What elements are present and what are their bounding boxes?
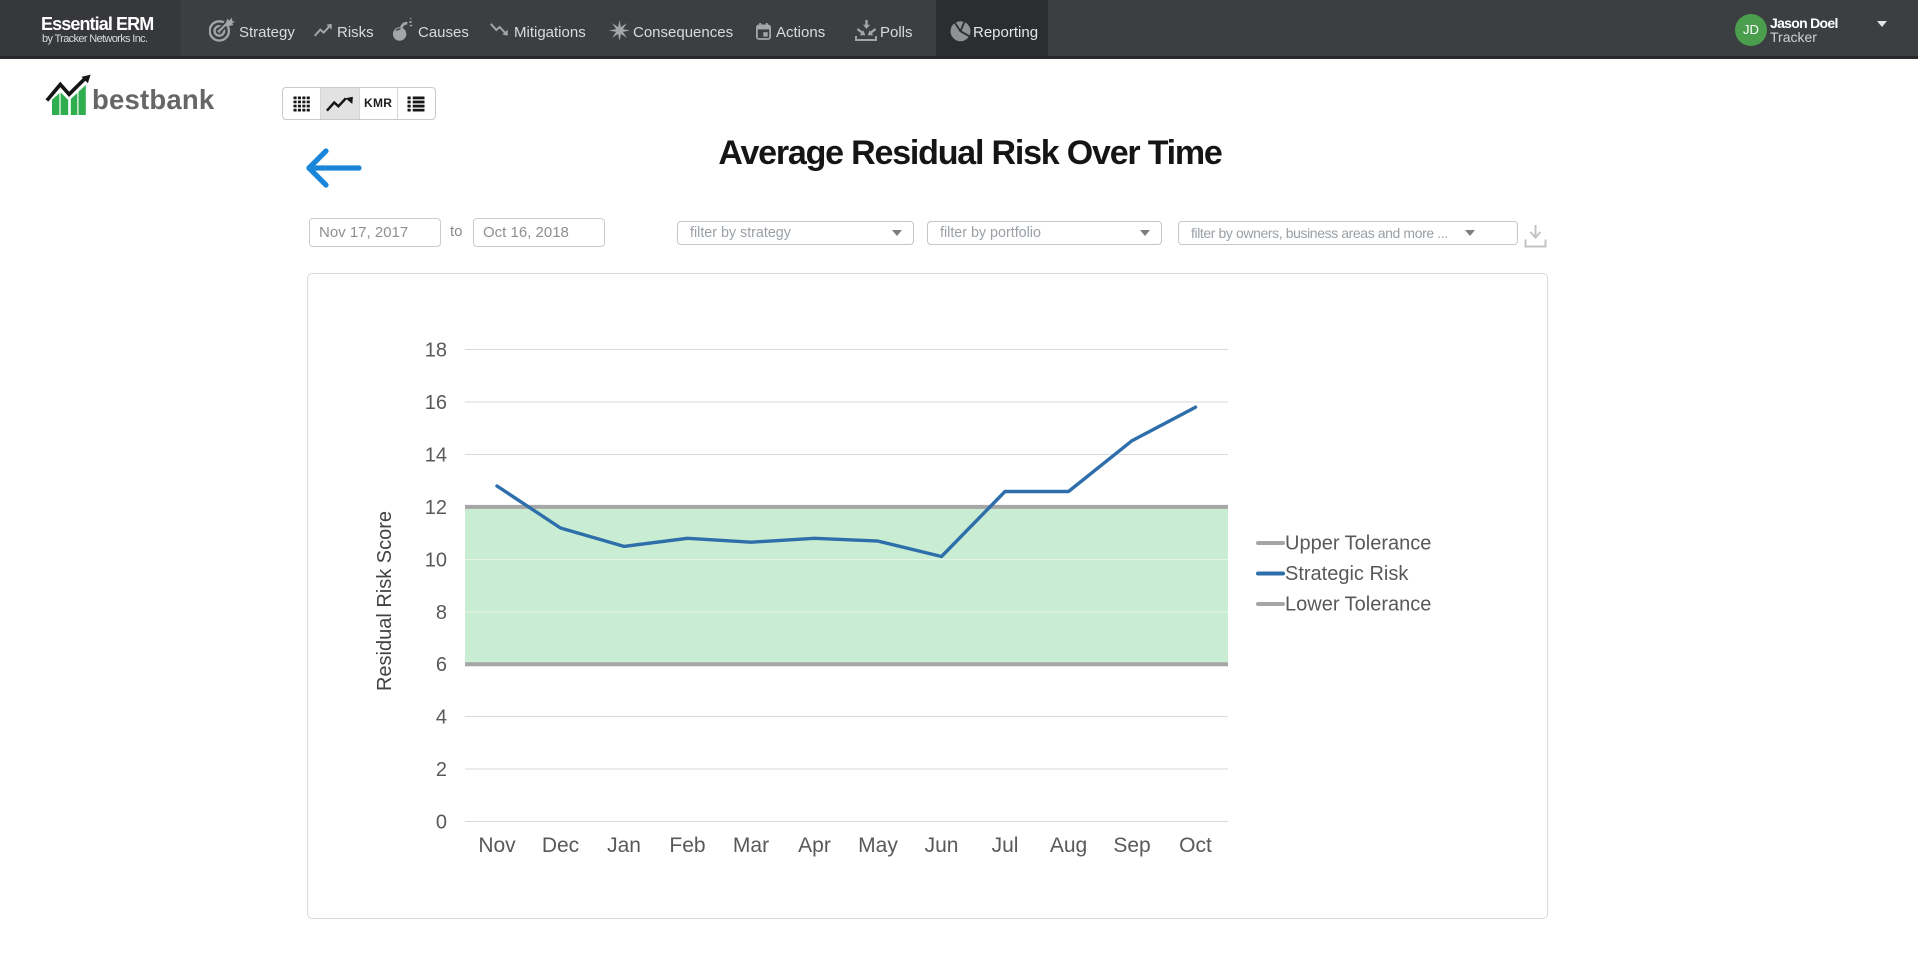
svg-text:16: 16 — [425, 392, 447, 414]
svg-text:Aug: Aug — [1050, 834, 1087, 857]
svg-text:18: 18 — [425, 340, 447, 362]
svg-text:Upper Tolerance: Upper Tolerance — [1285, 533, 1431, 555]
svg-text:Lower Tolerance: Lower Tolerance — [1285, 594, 1431, 616]
svg-text:10: 10 — [425, 549, 447, 571]
svg-text:Residual Risk Score: Residual Risk Score — [374, 511, 396, 691]
svg-text:8: 8 — [436, 602, 447, 624]
svg-text:12: 12 — [425, 497, 447, 519]
svg-text:Apr: Apr — [798, 834, 831, 857]
svg-text:Sep: Sep — [1113, 834, 1150, 857]
svg-text:Jul: Jul — [992, 834, 1019, 857]
svg-text:Strategic Risk: Strategic Risk — [1285, 563, 1409, 585]
svg-text:Nov: Nov — [478, 834, 516, 857]
svg-text:Feb: Feb — [669, 834, 705, 857]
svg-text:Jun: Jun — [925, 834, 959, 857]
svg-text:Jan: Jan — [607, 834, 641, 857]
svg-text:Oct: Oct — [1179, 834, 1212, 857]
svg-text:May: May — [858, 834, 898, 857]
svg-text:Mar: Mar — [733, 834, 769, 857]
svg-text:2: 2 — [436, 759, 447, 781]
svg-text:4: 4 — [436, 707, 447, 729]
svg-text:Dec: Dec — [542, 834, 579, 857]
svg-text:0: 0 — [436, 812, 447, 834]
svg-text:14: 14 — [425, 444, 447, 466]
svg-text:6: 6 — [436, 654, 447, 676]
